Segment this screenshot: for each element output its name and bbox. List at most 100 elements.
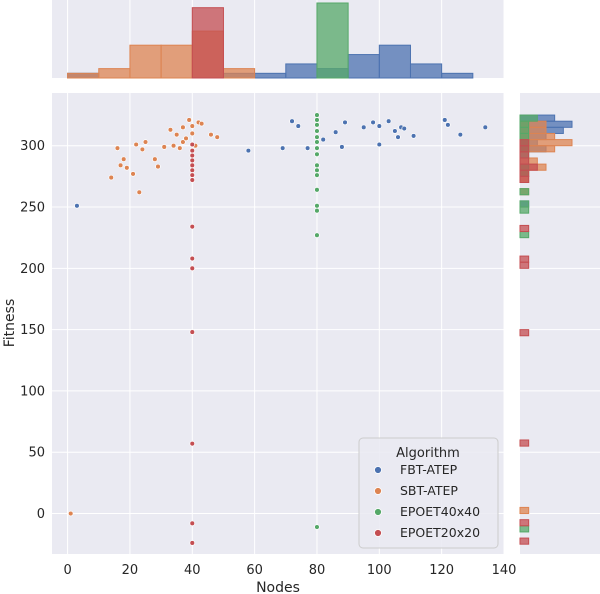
- scatter-point-sbt-atep: [142, 139, 149, 145]
- scatter-point-epoet40x40: [314, 117, 320, 123]
- scatter-point-epoet20x20: [189, 141, 196, 148]
- legend-label-epoet20x20: EPOET20x20: [400, 525, 480, 540]
- top-hist-bar-fbt-atep: [254, 72, 287, 79]
- scatter-point-epoet40x40: [314, 524, 320, 530]
- scatter-point-sbt-atep: [173, 131, 180, 138]
- top-hist-bar-sbt-atep: [160, 44, 193, 79]
- scatter-point-sbt-atep: [186, 117, 192, 123]
- right-hist-bar-epoet40x40: [519, 525, 530, 533]
- scatter-point-fbt-atep: [74, 203, 80, 209]
- scatter-point-fbt-atep: [342, 119, 348, 126]
- scatter-point-epoet20x20: [189, 177, 196, 183]
- right-hist-bar-epoet40x40: [519, 206, 530, 214]
- scatter-point-epoet40x40: [314, 128, 320, 134]
- scatter-point-fbt-atep: [376, 123, 383, 129]
- scatter-point-fbt-atep: [482, 124, 489, 131]
- scatter-point-epoet40x40: [314, 203, 320, 209]
- x-tick-label: 80: [309, 563, 326, 578]
- right-hist-bar-epoet40x40: [519, 120, 530, 128]
- scatter-point-sbt-atep: [117, 162, 124, 169]
- scatter-point-sbt-atep: [124, 165, 130, 171]
- scatter-point-sbt-atep: [177, 145, 183, 151]
- scatter-point-epoet40x40: [314, 207, 320, 214]
- scatter-point-fbt-atep: [376, 141, 383, 148]
- y-axis-label: Fitness: [2, 299, 18, 348]
- top-hist-bar-fbt-atep: [347, 54, 380, 79]
- x-tick-label: 100: [367, 563, 392, 578]
- scatter-point-epoet20x20: [189, 520, 196, 527]
- right-hist-bar-epoet40x40: [519, 132, 530, 141]
- top-marginal-histogram: [52, 0, 505, 79]
- scatter-point-fbt-atep: [442, 117, 448, 123]
- scatter-point-fbt-atep: [320, 136, 326, 143]
- y-tick-label: 300: [20, 139, 45, 154]
- x-tick-label: 60: [246, 563, 263, 578]
- y-tick-label: 150: [20, 323, 45, 338]
- right-marginal-bars: [519, 114, 573, 545]
- scatter-point-sbt-atep: [152, 156, 158, 162]
- legend-box: [358, 437, 499, 549]
- right-hist-bar-epoet40x40: [519, 200, 530, 208]
- legend-marker-fbt-atep: [374, 466, 382, 474]
- scatter-point-epoet20x20: [189, 255, 196, 262]
- scatter-point-sbt-atep: [167, 127, 174, 133]
- top-hist-bar-fbt-atep: [441, 72, 474, 79]
- y-tick-label: 50: [28, 446, 45, 461]
- top-hist-bar-epoet20x20: [191, 7, 224, 79]
- x-tick-label: 140: [492, 563, 517, 578]
- scatter-point-epoet40x40: [314, 151, 320, 158]
- right-hist-bar-epoet20x20: [519, 224, 530, 233]
- scatter-point-fbt-atep: [385, 118, 392, 124]
- y-tick-label: 250: [20, 201, 45, 216]
- scatter-point-sbt-atep: [180, 124, 186, 131]
- scatter-point-sbt-atep: [214, 134, 220, 140]
- right-marginal-histogram: [519, 93, 600, 554]
- right-hist-bar-epoet40x40: [519, 114, 538, 122]
- scatter-point-sbt-atep: [136, 189, 143, 196]
- scatter-point-fbt-atep: [457, 131, 464, 138]
- scatter-point-epoet40x40: [314, 122, 320, 128]
- scatter-point-sbt-atep: [139, 146, 146, 153]
- scatter-point-epoet20x20: [189, 265, 196, 272]
- x-tick-label: 40: [184, 563, 201, 578]
- right-hist-bar-epoet40x40: [519, 126, 530, 134]
- scatter-point-epoet20x20: [189, 147, 196, 154]
- scatter-point-fbt-atep: [279, 145, 286, 151]
- scatter-point-epoet20x20: [189, 172, 196, 178]
- x-axis-label: Nodes: [256, 580, 300, 594]
- right-hist-bar-epoet20x20: [519, 151, 530, 159]
- scatter-point-fbt-atep: [370, 119, 376, 126]
- right-hist-bar-epoet20x20: [519, 537, 530, 545]
- scatter-point-epoet40x40: [314, 139, 320, 145]
- scatter-point-fbt-atep: [339, 144, 345, 150]
- scatter-point-fbt-atep: [304, 145, 311, 151]
- scatter-point-sbt-atep: [120, 156, 127, 162]
- right-hist-bar-epoet20x20: [519, 163, 538, 171]
- scatter-point-sbt-atep: [133, 141, 139, 148]
- scatter-point-epoet20x20: [189, 167, 196, 173]
- scatter-point-sbt-atep: [180, 139, 186, 145]
- right-hist-bar-epoet20x20: [519, 145, 530, 153]
- right-hist-bar-epoet20x20: [519, 139, 530, 147]
- scatter-points: [67, 112, 489, 546]
- scatter-point-sbt-atep: [114, 145, 121, 151]
- legend-label-epoet40x40: EPOET40x40: [400, 504, 480, 519]
- legend-title: Algorithm: [396, 446, 460, 461]
- top-hist-bar-fbt-atep: [378, 44, 411, 79]
- top-hist-bar-sbt-atep: [67, 72, 100, 79]
- x-axis-ticks: 0 20 40 60 80 100 120 140: [63, 563, 516, 578]
- right-hist-bar-epoet40x40: [519, 231, 530, 239]
- legend: Algorithm FBT-ATEP SBT-ATEP EPOET40x40 EPOE…: [358, 437, 499, 549]
- scatter-point-fbt-atep: [245, 147, 252, 154]
- scatter-point-fbt-atep: [401, 125, 407, 132]
- top-hist-bar-fbt-atep: [409, 63, 443, 79]
- scatter-point-epoet20x20: [189, 152, 196, 159]
- scatter-point-sbt-atep: [183, 135, 189, 142]
- top-marginal-bars: [67, 2, 474, 79]
- scatter-point-sbt-atep: [189, 123, 196, 129]
- scatter-point-sbt-atep: [130, 171, 136, 177]
- scatter-point-sbt-atep: [108, 174, 114, 181]
- y-tick-label: 200: [20, 262, 45, 277]
- scatter-point-epoet20x20: [189, 329, 196, 335]
